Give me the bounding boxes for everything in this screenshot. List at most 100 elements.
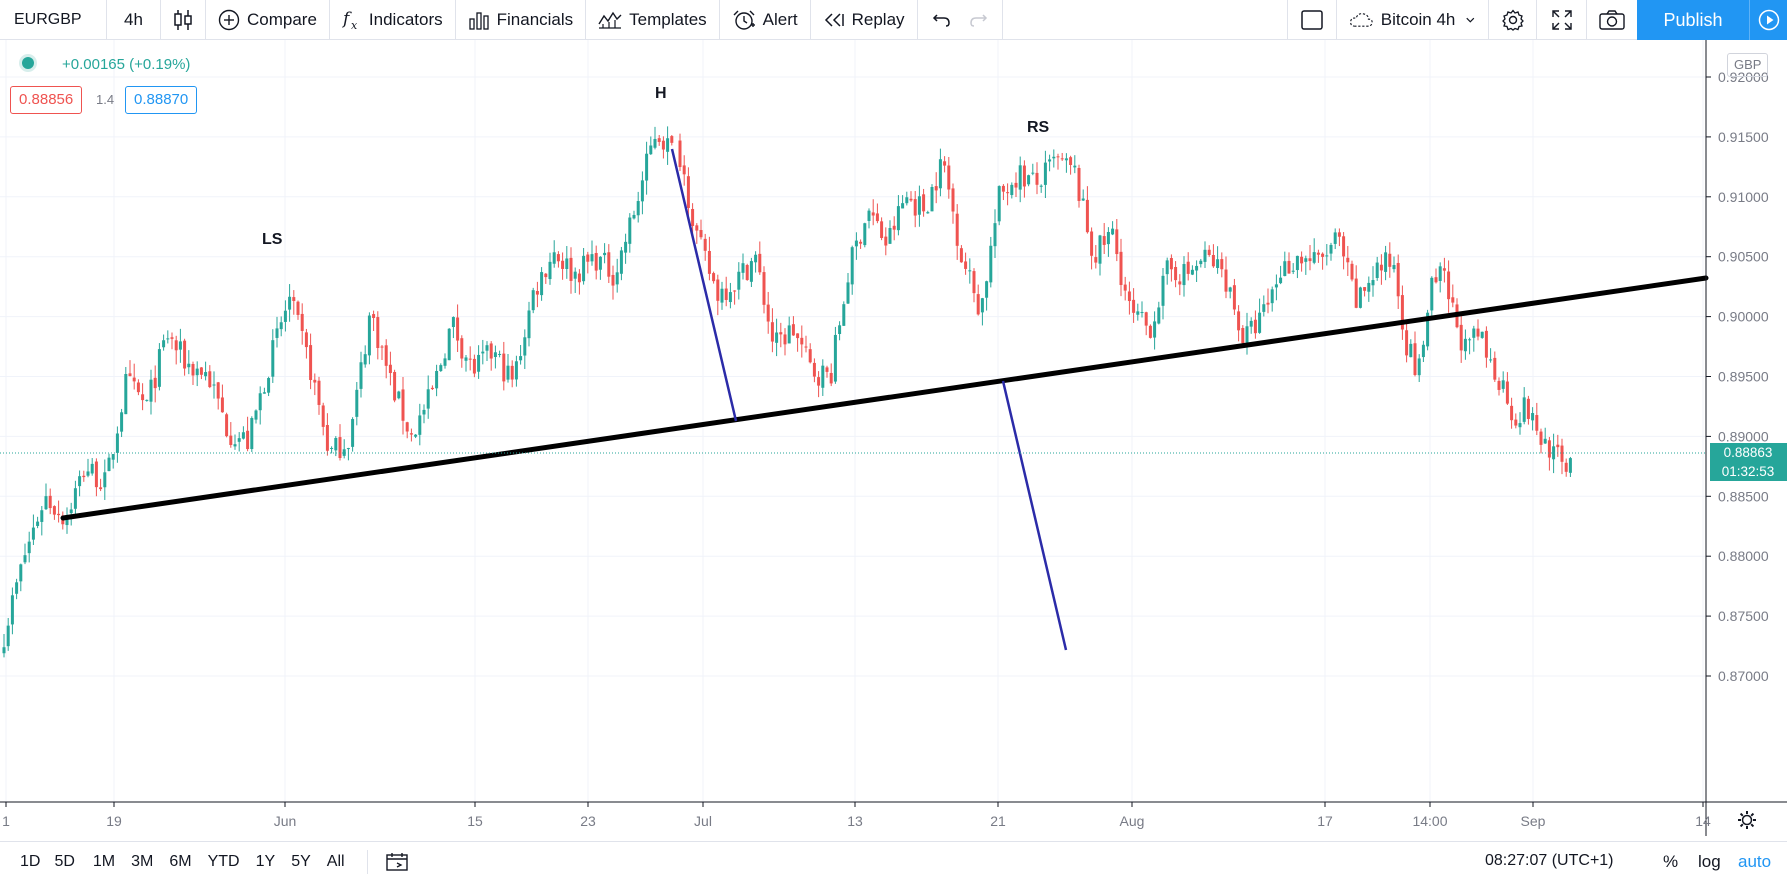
head-measure-line[interactable] (670, 148, 738, 422)
candle (82, 470, 86, 482)
layout-menu[interactable]: Bitcoin 4h (1337, 0, 1489, 40)
candle (905, 191, 909, 206)
percent-scale-button[interactable]: % (1663, 852, 1679, 871)
undo-button[interactable] (918, 0, 960, 40)
price-tick-label: 0.88000 (1718, 548, 1769, 564)
range-5d[interactable]: 5D (54, 852, 75, 870)
candle-body (1056, 156, 1060, 158)
candle-body (208, 371, 212, 388)
candle (938, 148, 942, 197)
camera-icon (1599, 9, 1625, 30)
candle (363, 345, 367, 368)
time-tick-label: 17 (1317, 813, 1333, 829)
range-1d[interactable]: 1D (20, 852, 41, 870)
candle-body (653, 138, 657, 148)
clock-label[interactable]: 08:27:07 (UTC+1) (1485, 852, 1614, 869)
candle-body (594, 252, 598, 271)
templates-button[interactable]: Templates (586, 0, 720, 40)
candle (1136, 303, 1140, 321)
candle (346, 447, 350, 461)
chart-style-button[interactable] (161, 0, 206, 40)
redo-button[interactable] (960, 0, 1003, 40)
range-3m[interactable]: 3M (131, 852, 154, 870)
symbol-search[interactable]: EURGBP (0, 0, 107, 40)
candle (1153, 311, 1157, 350)
candle-body (1132, 299, 1136, 313)
countdown-tag: 01:32:53 (1722, 464, 1775, 479)
candle-body (997, 186, 1001, 222)
range-6m[interactable]: 6M (169, 852, 192, 870)
candle-body (859, 241, 863, 244)
interval-button[interactable]: 4h (107, 0, 161, 40)
fullscreen-rect-button[interactable] (1287, 0, 1337, 40)
price-chart[interactable]: LS H RS 0.92000 0.91500 0.91000 0.90500 0.90… (0, 40, 1787, 836)
candle (225, 412, 229, 438)
candle (1279, 265, 1283, 285)
log-scale-button[interactable]: log (1698, 852, 1721, 871)
candle-body (842, 304, 846, 326)
candle-body (926, 212, 930, 214)
candle (472, 354, 476, 378)
candle-body (393, 371, 397, 401)
publish-button[interactable]: Publish (1637, 0, 1787, 40)
candle-body (632, 214, 636, 219)
candle (615, 258, 619, 293)
candle (913, 191, 917, 228)
target-projection-line[interactable] (1001, 380, 1068, 651)
candle (754, 251, 758, 273)
candle-body (1077, 167, 1081, 201)
candle-body (107, 457, 111, 472)
candle-body (1174, 266, 1178, 281)
candle (926, 210, 930, 214)
settings-button[interactable] (1489, 0, 1537, 40)
buy-price-box[interactable]: 0.88870 (125, 86, 198, 114)
candle (1493, 351, 1497, 382)
last-price-tag: 0.88863 (1724, 445, 1773, 460)
replay-button[interactable]: Replay (811, 0, 918, 40)
candle (162, 334, 166, 351)
candle-body (1350, 263, 1354, 280)
neckline-trendline[interactable] (60, 275, 1709, 521)
range-all[interactable]: All (326, 852, 345, 870)
candle (481, 339, 485, 365)
candle (632, 210, 636, 220)
candle (220, 384, 224, 413)
auto-scale-button[interactable]: auto (1738, 852, 1772, 871)
sell-price-box[interactable]: 0.88856 (10, 86, 83, 114)
publish-video-button[interactable] (1749, 0, 1787, 40)
alert-button[interactable]: Alert (720, 0, 811, 40)
snapshot-button[interactable] (1587, 0, 1637, 40)
candle-body (1396, 262, 1400, 297)
candle (666, 126, 670, 165)
candle (766, 291, 770, 334)
candle-body (922, 194, 926, 212)
candle (1350, 260, 1354, 282)
date-range-icon[interactable] (385, 852, 408, 872)
legend-change: +0.00165 (+0.19%) (62, 56, 191, 73)
range-1y[interactable]: 1Y (255, 852, 276, 870)
range-ytd[interactable]: YTD (207, 852, 240, 870)
candle-body (48, 495, 52, 509)
axis-settings-icon[interactable] (1738, 811, 1756, 829)
candle-body (838, 325, 842, 335)
range-1m[interactable]: 1M (92, 852, 116, 870)
candle (359, 351, 363, 398)
candle-body (409, 433, 413, 435)
candle (707, 236, 711, 281)
candle-body (120, 412, 124, 432)
candle-body (1484, 330, 1488, 358)
candle-body (1161, 275, 1165, 306)
candle (1119, 238, 1123, 297)
candle-body (779, 332, 783, 335)
candle (393, 369, 397, 403)
candle (464, 354, 468, 372)
candle-body (31, 527, 35, 540)
chart-area[interactable]: LS H RS 0.92000 0.91500 0.91000 0.90500 0.90… (0, 40, 1787, 836)
alarm-clock-icon (733, 10, 755, 30)
compare-button[interactable]: Compare (206, 0, 330, 40)
financials-button[interactable]: Financials (456, 0, 587, 40)
range-5y[interactable]: 5Y (291, 852, 311, 870)
square-icon (1301, 9, 1323, 30)
fullscreen-button[interactable] (1537, 0, 1587, 40)
